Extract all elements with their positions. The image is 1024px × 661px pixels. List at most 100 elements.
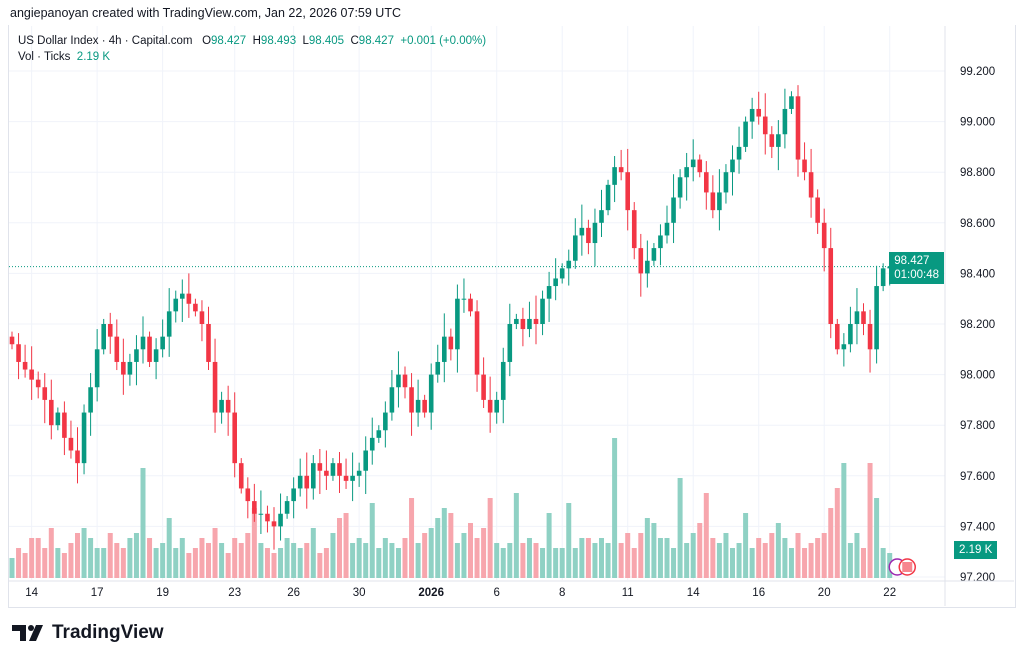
volume-bar (206, 543, 211, 578)
candle-body (704, 172, 709, 193)
candle-body (356, 470, 362, 476)
candle-body (461, 298, 467, 300)
volume-bar (120, 548, 126, 578)
tradingview-logo[interactable]: TradingView (12, 622, 164, 644)
volume-bar (330, 533, 336, 578)
volume-bar (821, 533, 827, 578)
candle-body (743, 121, 748, 147)
candle-body (448, 336, 454, 350)
y-tick-label: 97.800 (960, 420, 995, 432)
candle-body (494, 399, 499, 413)
candle-body (874, 286, 879, 350)
candle-body (68, 437, 74, 451)
x-tick-label: 17 (91, 587, 104, 599)
volume-label[interactable]: Vol · Ticks (18, 51, 71, 63)
candle-body (422, 399, 427, 413)
y-tick-label: 98.200 (960, 319, 995, 331)
bar-countdown: 01:00:48 (894, 269, 939, 281)
candle-body (225, 399, 231, 413)
volume-bar (730, 548, 735, 578)
volume-bar (402, 538, 408, 578)
candle-body (160, 336, 165, 350)
candle-body (468, 298, 473, 312)
volume-bar (605, 543, 611, 578)
volume-bar (526, 538, 532, 578)
x-tick-label: 19 (156, 587, 169, 599)
x-tick-label: 11 (622, 587, 634, 599)
volume-bar (22, 553, 28, 578)
volume-bar (612, 438, 618, 578)
volume-bar (350, 543, 356, 578)
volume-bar (585, 538, 591, 578)
volume-bar (795, 533, 801, 578)
volume-bar (81, 528, 87, 578)
candle-body (631, 210, 637, 249)
volume-bar (140, 468, 146, 578)
candle-body (481, 374, 486, 400)
volume-bar (166, 518, 172, 578)
symbol-title[interactable]: US Dollar Index · 4h · Capital.com (18, 35, 193, 47)
candle-body (815, 197, 820, 223)
candle-body (402, 374, 408, 388)
candle-body (677, 177, 683, 198)
volume-bar (317, 553, 323, 578)
candle-body (455, 298, 460, 350)
volume-bar (376, 548, 382, 578)
candle-body (861, 311, 866, 324)
candle-body (736, 146, 742, 160)
volume-bar (212, 528, 218, 578)
volume-bar (769, 533, 775, 578)
volume-bar (788, 548, 794, 578)
volume-bar (631, 548, 637, 578)
candle-body (245, 488, 251, 502)
candle-body (553, 278, 558, 287)
volume-bar (684, 543, 690, 578)
candle-body (605, 184, 611, 211)
volume-bar (834, 488, 840, 578)
volume-bar (153, 548, 159, 578)
candle-body (658, 235, 663, 249)
volume-bar (861, 548, 866, 578)
volume-bar (16, 548, 22, 578)
volume-bar (422, 533, 428, 578)
volume-bar (107, 533, 113, 578)
candle-body (671, 197, 676, 223)
candle-body (252, 501, 257, 514)
volume-value: 2.19 K (76, 51, 111, 63)
volume-tag: 2.19 K (954, 541, 998, 559)
volume-bar (310, 528, 316, 578)
volume-bar (625, 533, 631, 578)
candle-body (776, 134, 781, 147)
volume-bar (618, 543, 624, 578)
x-tick-label: 16 (752, 587, 765, 599)
volume-bar (114, 543, 120, 578)
volume-bar (716, 543, 722, 578)
volume-bar (9, 558, 15, 578)
volume-bar (540, 548, 546, 578)
volume-bar (29, 538, 35, 578)
candle-body (782, 108, 788, 135)
candle-body (107, 324, 113, 337)
volume-bar (815, 538, 821, 578)
candle-body (579, 227, 585, 236)
candle-body (29, 369, 34, 380)
candle-body (238, 463, 244, 489)
candle-body (284, 501, 290, 514)
candle-body (756, 108, 761, 117)
candle-body (618, 167, 624, 173)
chart-frame (8, 25, 1016, 608)
open-value: 98.427 (211, 35, 247, 47)
volume-bar (435, 518, 441, 578)
y-tick-label: 98.800 (960, 167, 995, 179)
volume-bar (743, 513, 749, 578)
candle-body (802, 159, 807, 173)
y-tick-label: 97.400 (960, 521, 995, 533)
volume-bar (173, 548, 179, 578)
candle-body (690, 159, 696, 168)
candle-body (278, 513, 283, 527)
candle-body (199, 311, 205, 324)
candle-body (383, 412, 388, 431)
volume-bar (782, 538, 788, 578)
candle-body (867, 324, 873, 350)
